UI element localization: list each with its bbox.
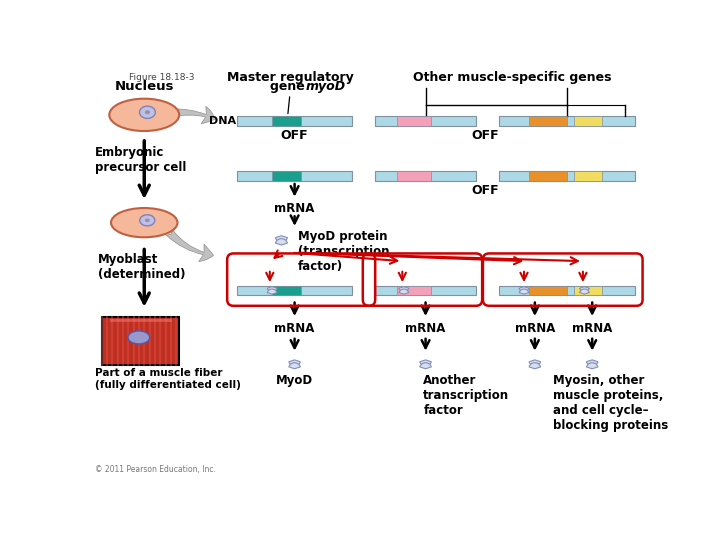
- Bar: [375, 117, 476, 126]
- Ellipse shape: [140, 215, 155, 226]
- Wedge shape: [267, 289, 277, 294]
- Bar: [397, 117, 431, 126]
- Bar: [271, 117, 302, 126]
- Ellipse shape: [109, 99, 179, 131]
- Bar: [238, 286, 352, 295]
- Wedge shape: [275, 239, 287, 245]
- Text: Another
transcription
factor: Another transcription factor: [423, 374, 509, 417]
- Ellipse shape: [145, 219, 150, 222]
- Bar: [529, 117, 567, 126]
- Bar: [375, 171, 476, 181]
- Bar: [574, 171, 602, 181]
- Text: mRNA: mRNA: [515, 322, 555, 335]
- Text: myoD: myoD: [305, 80, 346, 93]
- Ellipse shape: [128, 331, 150, 344]
- Wedge shape: [399, 287, 409, 292]
- Text: DNA: DNA: [209, 117, 235, 126]
- Text: Other muscle-specific genes: Other muscle-specific genes: [413, 71, 611, 84]
- Text: gene: gene: [271, 80, 310, 93]
- Text: mRNA: mRNA: [405, 322, 446, 335]
- Bar: [397, 171, 431, 181]
- Bar: [529, 171, 567, 181]
- Bar: [238, 117, 352, 126]
- Wedge shape: [289, 360, 300, 366]
- Text: mRNA: mRNA: [274, 322, 315, 335]
- Wedge shape: [529, 360, 541, 366]
- Text: Myoblast
(determined): Myoblast (determined): [98, 253, 185, 281]
- Bar: [271, 286, 302, 295]
- Bar: [574, 117, 602, 126]
- FancyArrowPatch shape: [171, 106, 215, 124]
- Wedge shape: [267, 287, 277, 292]
- Wedge shape: [289, 363, 300, 369]
- Text: MyoD: MyoD: [276, 374, 313, 387]
- Text: OFF: OFF: [281, 130, 308, 143]
- FancyArrowPatch shape: [166, 230, 214, 261]
- Wedge shape: [580, 287, 589, 292]
- Wedge shape: [586, 360, 598, 366]
- Bar: [375, 286, 476, 295]
- Text: © 2011 Pearson Education, Inc.: © 2011 Pearson Education, Inc.: [94, 465, 215, 475]
- Text: Master regulatory: Master regulatory: [227, 71, 354, 84]
- Text: OFF: OFF: [472, 184, 499, 197]
- Ellipse shape: [140, 106, 156, 118]
- Text: Part of a muscle fiber
(fully differentiated cell): Part of a muscle fiber (fully differenti…: [94, 368, 240, 390]
- Bar: [499, 286, 635, 295]
- Text: mRNA: mRNA: [274, 202, 315, 215]
- Text: Myosin, other
muscle proteins,
and cell cycle–
blocking proteins: Myosin, other muscle proteins, and cell …: [554, 374, 669, 433]
- Wedge shape: [580, 289, 589, 294]
- Wedge shape: [420, 360, 431, 366]
- Wedge shape: [586, 363, 598, 369]
- Bar: [499, 117, 635, 126]
- Wedge shape: [529, 363, 541, 369]
- Bar: [499, 171, 635, 181]
- Text: mRNA: mRNA: [572, 322, 613, 335]
- Wedge shape: [275, 235, 287, 242]
- Bar: [271, 171, 302, 181]
- Text: MyoD protein
(transcription
factor): MyoD protein (transcription factor): [297, 230, 390, 273]
- Bar: [397, 286, 431, 295]
- Ellipse shape: [145, 110, 150, 114]
- Text: Figure 18.18-3: Figure 18.18-3: [129, 72, 194, 82]
- Text: OFF: OFF: [472, 130, 499, 143]
- Bar: [574, 286, 602, 295]
- Wedge shape: [420, 363, 431, 369]
- Wedge shape: [399, 289, 409, 294]
- Text: Embryonic
precursor cell: Embryonic precursor cell: [94, 146, 186, 174]
- Bar: [529, 286, 567, 295]
- Text: Nucleus: Nucleus: [114, 80, 174, 93]
- Bar: [102, 318, 179, 365]
- Ellipse shape: [111, 208, 178, 237]
- Bar: [238, 171, 352, 181]
- Wedge shape: [519, 289, 529, 294]
- Wedge shape: [519, 287, 529, 292]
